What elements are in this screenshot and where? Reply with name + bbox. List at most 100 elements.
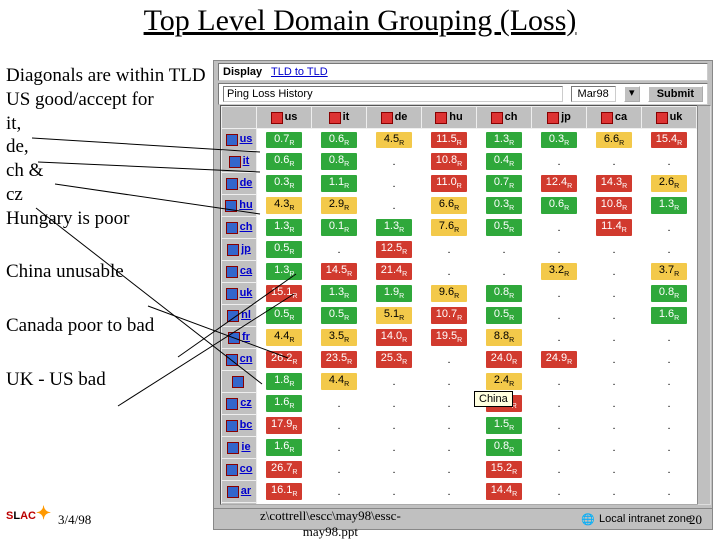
cell: 1.9R: [367, 283, 422, 305]
cell: 1.3R: [642, 195, 697, 217]
cell: .: [587, 239, 642, 261]
cell: .: [312, 481, 367, 503]
footer-date: 3/4/98: [58, 512, 91, 528]
cell: .: [422, 261, 477, 283]
cell: .: [532, 503, 587, 506]
cell: 14.5R: [312, 261, 367, 283]
cell: 0.3R: [477, 195, 532, 217]
display-label: Display: [223, 66, 262, 78]
submit-button[interactable]: Submit: [648, 86, 703, 102]
cell: .: [587, 261, 642, 283]
cell: 8.8R: [477, 503, 532, 506]
cell: .: [532, 327, 587, 349]
cell: .: [367, 437, 422, 459]
row-header-it[interactable]: it: [222, 151, 257, 173]
row-header-ie[interactable]: ie: [222, 437, 257, 459]
row-header-fr[interactable]: fr: [222, 327, 257, 349]
cell: .: [477, 239, 532, 261]
cell: 23.5R: [312, 349, 367, 371]
cell: 1.3R: [367, 217, 422, 239]
row-header-cn[interactable]: cn: [222, 349, 257, 371]
date-select[interactable]: Mar98: [571, 86, 616, 102]
cell: 7.6R: [422, 217, 477, 239]
cell: .: [422, 349, 477, 371]
cell: .: [642, 217, 697, 239]
cell: .: [532, 415, 587, 437]
row-header-cz[interactable]: cz: [222, 393, 257, 415]
cell: .: [422, 393, 477, 415]
footer-page: 20: [689, 512, 702, 528]
cell: 10.7R: [422, 305, 477, 327]
cell: .: [312, 415, 367, 437]
row-header-de[interactable]: de: [222, 173, 257, 195]
cell: .: [587, 151, 642, 173]
row-header-ar[interactable]: ar: [222, 481, 257, 503]
cell: 2.6R: [642, 173, 697, 195]
row-header-hu[interactable]: hu: [222, 195, 257, 217]
cell: .: [642, 327, 697, 349]
cell: .: [422, 239, 477, 261]
cell: 25.3R: [367, 349, 422, 371]
loss-matrix: usitdehuchjpcaukus0.7R0.6R4.5R11.5R1.3R0…: [221, 106, 697, 505]
cell: .: [642, 503, 697, 506]
status-zone: Local intranet zone: [599, 513, 692, 525]
note-canada: Canada poor to bad: [6, 314, 206, 338]
row-header-us[interactable]: us: [222, 129, 257, 151]
cell: .: [587, 415, 642, 437]
cell: 15.1R: [257, 283, 312, 305]
row-header-blank[interactable]: [222, 371, 257, 393]
cell: .: [587, 481, 642, 503]
cell: .: [532, 217, 587, 239]
cell: .: [587, 393, 642, 415]
cell: .: [642, 371, 697, 393]
cell: 0.8R: [477, 283, 532, 305]
cell: 1.1R: [312, 173, 367, 195]
cell: .: [312, 459, 367, 481]
cell: 19.5R: [422, 327, 477, 349]
date-dropdown-icon[interactable]: ▾: [624, 86, 640, 102]
cell: .: [422, 481, 477, 503]
cell: 0.8R: [477, 437, 532, 459]
cell: 10.8R: [587, 195, 642, 217]
row-header-il[interactable]: il: [222, 503, 257, 506]
cell: .: [587, 305, 642, 327]
cell: 0.1R: [312, 217, 367, 239]
cell: .: [587, 371, 642, 393]
cell: 12.5R: [367, 239, 422, 261]
cell: 6.6R: [422, 195, 477, 217]
cell: 0.6R: [312, 129, 367, 151]
page-title: Top Level Domain Grouping (Loss): [0, 4, 720, 38]
cell: .: [367, 415, 422, 437]
cell: .: [587, 283, 642, 305]
cell: .: [642, 437, 697, 459]
cell: .: [312, 437, 367, 459]
cell: 1.3R: [257, 261, 312, 283]
cell: 4.5R: [367, 129, 422, 151]
scrollbar[interactable]: [697, 105, 711, 505]
row-header-bc[interactable]: bc: [222, 415, 257, 437]
cell: 24.9R: [532, 349, 587, 371]
cell: .: [642, 239, 697, 261]
row-header-nl[interactable]: nl: [222, 305, 257, 327]
cell: 1.3R: [312, 283, 367, 305]
cell: 0.6R: [257, 151, 312, 173]
cell: 15.4R: [642, 129, 697, 151]
cell: .: [367, 195, 422, 217]
history-bar: Ping Loss History Mar98 ▾ Submit: [218, 83, 708, 105]
row-header-jp[interactable]: jp: [222, 239, 257, 261]
cell: 1.6R: [642, 305, 697, 327]
row-header-uk[interactable]: uk: [222, 283, 257, 305]
cell: .: [532, 283, 587, 305]
col-header-it: it: [312, 107, 367, 129]
row-header-ch[interactable]: ch: [222, 217, 257, 239]
cell: 1.3R: [477, 129, 532, 151]
cell: .: [422, 415, 477, 437]
col-header-jp: jp: [532, 107, 587, 129]
cell: .: [642, 415, 697, 437]
cell: 0.7R: [257, 129, 312, 151]
cell: 4.4R: [257, 327, 312, 349]
row-header-ca[interactable]: ca: [222, 261, 257, 283]
cell: 3.7R: [642, 261, 697, 283]
row-header-co[interactable]: co: [222, 459, 257, 481]
cell: 0.5R: [477, 305, 532, 327]
